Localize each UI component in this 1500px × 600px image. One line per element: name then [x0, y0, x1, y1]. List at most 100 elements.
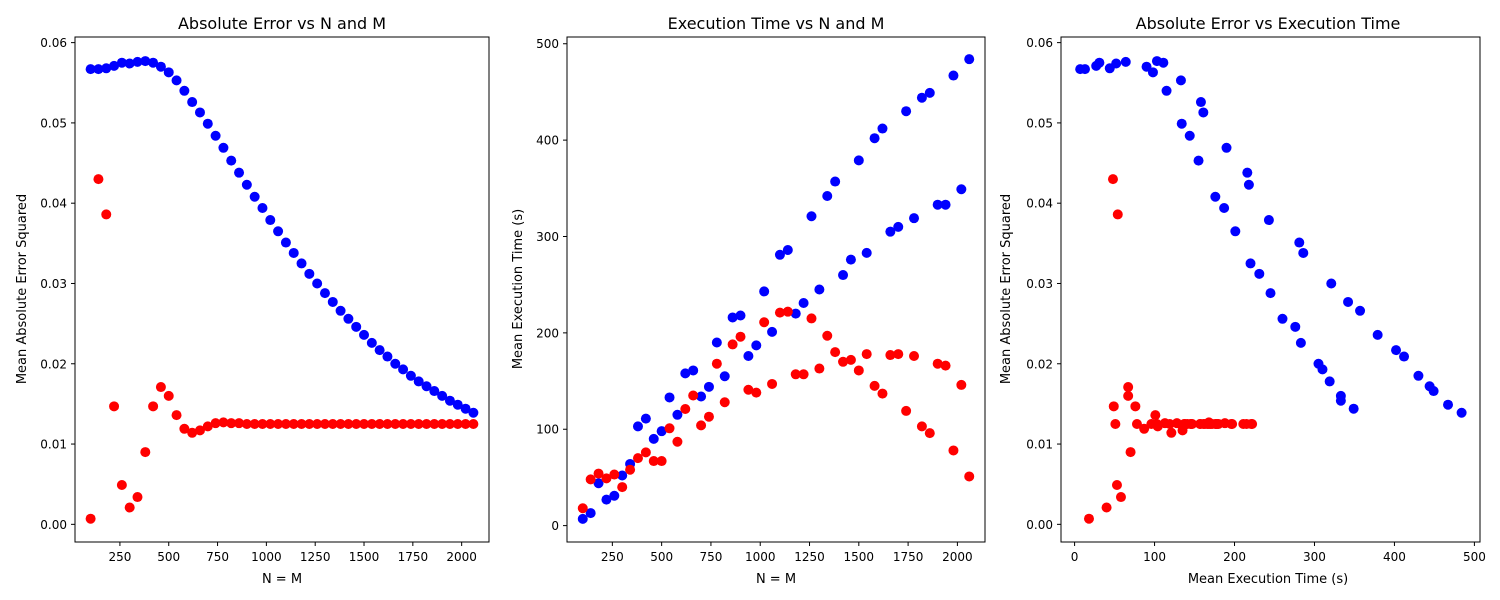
data-point — [790, 369, 801, 380]
data-point — [1130, 401, 1141, 412]
data-point — [1120, 56, 1131, 67]
data-point — [109, 401, 120, 412]
data-point — [711, 358, 722, 369]
data-point — [288, 418, 299, 429]
data-point — [774, 249, 785, 260]
data-point — [327, 296, 338, 307]
data-point — [343, 313, 354, 324]
data-point — [861, 349, 872, 360]
data-point — [171, 410, 182, 421]
data-point — [351, 418, 362, 429]
y-tick-label: 100 — [536, 423, 559, 437]
data-point — [1115, 492, 1126, 503]
data-point — [1324, 376, 1335, 387]
data-point — [1195, 97, 1206, 108]
data-point — [210, 418, 221, 429]
data-point — [1243, 179, 1254, 190]
data-point — [312, 278, 323, 289]
data-point — [366, 337, 377, 348]
data-point — [249, 191, 260, 202]
data-point — [932, 199, 943, 210]
y-tick-label: 0.03 — [1026, 277, 1053, 291]
data-point — [743, 384, 754, 395]
data-point — [774, 307, 785, 318]
data-point — [1158, 57, 1169, 68]
data-point — [964, 471, 975, 482]
data-point — [202, 421, 213, 432]
data-point — [468, 407, 479, 418]
x-tick-label: 1250 — [300, 550, 331, 564]
data-point — [132, 492, 143, 503]
data-point — [210, 130, 221, 141]
data-point — [1166, 427, 1177, 438]
data-point — [359, 329, 370, 340]
x-tick-label: 1500 — [844, 550, 875, 564]
plot-points — [1075, 56, 1467, 524]
x-tick-label: 1000 — [251, 550, 282, 564]
data-point — [132, 56, 143, 67]
x-tick-label: 2000 — [942, 550, 973, 564]
data-point — [916, 421, 927, 432]
data-point — [468, 418, 479, 429]
data-point — [1254, 268, 1265, 279]
data-point — [909, 213, 920, 224]
data-point — [312, 418, 323, 429]
subplot-3-ylabel: Mean Absolute Error Squared — [999, 194, 1014, 384]
x-tick-label: 500 — [157, 550, 180, 564]
data-point — [1125, 447, 1136, 458]
x-tick-label: 0 — [1071, 550, 1079, 564]
data-point — [956, 379, 967, 390]
data-point — [696, 391, 707, 402]
subplot-3-title: Absolute Error vs Execution Time — [1136, 14, 1401, 33]
subplot-2-title: Execution Time vs N and M — [668, 14, 885, 33]
data-point — [140, 447, 151, 458]
axes-frame — [1060, 36, 1481, 543]
data-point — [932, 358, 943, 369]
data-point — [632, 421, 643, 432]
subplot-1-xlabel: N = M — [262, 572, 302, 587]
data-point — [124, 502, 135, 513]
data-point — [319, 288, 330, 299]
data-point — [155, 382, 166, 393]
data-point — [688, 365, 699, 376]
data-point — [782, 306, 793, 317]
data-point — [648, 433, 659, 444]
data-point — [1083, 513, 1094, 524]
data-point — [680, 368, 691, 379]
data-point — [1108, 401, 1119, 412]
data-point — [782, 244, 793, 255]
data-point — [382, 351, 393, 362]
data-point — [148, 401, 159, 412]
data-point — [703, 381, 714, 392]
data-point — [249, 418, 260, 429]
data-point — [1428, 386, 1439, 397]
plot-points — [85, 56, 479, 524]
x-tick-label: 2000 — [446, 550, 477, 564]
data-point — [885, 226, 896, 237]
data-point — [273, 418, 284, 429]
y-tick-label: 0 — [551, 519, 559, 533]
data-point — [664, 423, 675, 434]
data-point — [1210, 191, 1221, 202]
data-point — [1245, 258, 1256, 269]
data-point — [1399, 351, 1410, 362]
data-point — [727, 339, 738, 350]
data-point — [187, 427, 198, 438]
data-point — [124, 58, 135, 69]
data-point — [1294, 237, 1305, 248]
data-point — [437, 418, 448, 429]
data-point — [948, 70, 959, 81]
data-point — [382, 418, 393, 429]
data-point — [1372, 329, 1383, 340]
data-point — [877, 123, 888, 134]
y-tick-label: 200 — [536, 326, 559, 340]
data-point — [194, 425, 205, 436]
subplot-1: Absolute Error vs N and M N = M Mean Abs… — [15, 14, 490, 587]
data-point — [601, 473, 612, 484]
data-point — [405, 418, 416, 429]
series-2 — [1083, 174, 1258, 524]
data-point — [727, 312, 738, 323]
y-tick-label: 0.06 — [40, 36, 67, 50]
data-point — [101, 209, 112, 220]
